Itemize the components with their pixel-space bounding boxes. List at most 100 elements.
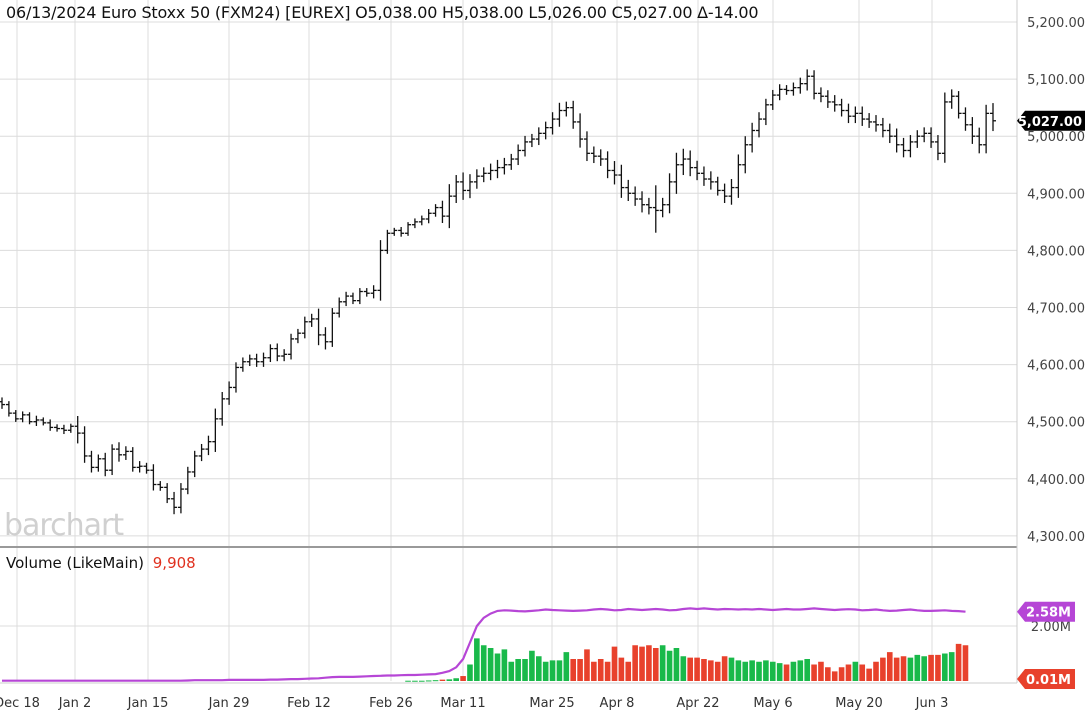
volume-bar (900, 656, 907, 681)
volume-bar (838, 667, 845, 681)
volume-bar (742, 661, 749, 681)
x-tick-label: Jun 3 (915, 696, 949, 711)
volume-bar (549, 660, 556, 681)
volume-bar (962, 645, 969, 681)
volume-bar (825, 667, 831, 681)
volume-bar (639, 646, 645, 681)
volume-bar (501, 649, 508, 681)
volume-bar (769, 661, 776, 681)
x-tick-label: May 20 (835, 696, 883, 711)
volume-bar (577, 659, 583, 681)
volume-bar (804, 659, 810, 681)
volume-average-badge-label: 2.58M (1026, 606, 1071, 621)
volume-bar (405, 680, 411, 682)
volume-bar (618, 657, 625, 681)
volume-bar (818, 661, 824, 681)
volume-bar (797, 660, 804, 681)
y-tick-label: 5,000.00 (1027, 130, 1085, 145)
volume-bar (625, 661, 632, 681)
volume-bar (604, 661, 611, 681)
volume-value: 9,908 (152, 554, 196, 572)
volume-header: Volume (LikeMain) 9,908 (6, 554, 196, 572)
x-tick-label: Mar 11 (440, 696, 485, 711)
volume-bar (652, 648, 659, 681)
volume-bar (611, 646, 618, 681)
volume-bar (694, 657, 700, 681)
volume-bar (556, 660, 563, 681)
y-tick-label: 5,200.00 (1027, 16, 1085, 31)
x-tick-label: Feb 12 (287, 696, 331, 711)
volume-bar (508, 661, 515, 681)
volume-bar (418, 680, 425, 682)
x-tick-label: Dec 18 (0, 696, 40, 711)
volume-bar (680, 656, 687, 681)
volume-bar (687, 657, 693, 681)
volume-bar (487, 648, 494, 681)
volume-bar (763, 660, 769, 681)
y-tick-label: 4,500.00 (1027, 416, 1085, 431)
y-tick-label: 5,100.00 (1027, 73, 1085, 88)
volume-bar (584, 649, 590, 681)
volume-bar (480, 645, 487, 681)
volume-bar (701, 659, 707, 681)
y-tick-label: 4,600.00 (1027, 359, 1085, 374)
y-tick-label: 4,400.00 (1027, 473, 1085, 488)
volume-bar (914, 654, 921, 681)
volume-bar (570, 659, 577, 681)
barchart-watermark: barchart (4, 508, 124, 543)
volume-bar (955, 643, 962, 681)
volume-bar (873, 661, 879, 681)
volume-bar (866, 668, 872, 681)
volume-bar (749, 660, 755, 681)
y-tick-label: 4,800.00 (1027, 244, 1085, 259)
volume-bar (542, 661, 549, 681)
volume-bar (432, 680, 439, 682)
last-price-badge-label: 5,027.00 (1018, 115, 1082, 130)
volume-bar (859, 664, 866, 681)
last-price-badge (1017, 110, 1085, 131)
volume-bar (935, 654, 941, 681)
y-tick-label: 4,300.00 (1027, 530, 1085, 545)
last-volume-badge (1017, 669, 1075, 689)
volume-bar (425, 680, 432, 682)
volume-bar (467, 664, 473, 681)
volume-bar (907, 657, 914, 681)
volume-bar (515, 659, 521, 681)
volume-bar (942, 653, 948, 681)
volume-bar (439, 679, 446, 681)
volume-bar (412, 680, 418, 682)
volume-bar (591, 661, 597, 681)
volume-bar (852, 661, 859, 681)
volume-y-tick-label: 2.00M (1031, 620, 1071, 635)
volume-bar (446, 679, 453, 681)
y-tick-label: 4,700.00 (1027, 302, 1085, 317)
volume-average-line (2, 607, 966, 682)
y-tick-label: 4,900.00 (1027, 187, 1085, 202)
volume-bar (790, 661, 797, 681)
volume-bar (673, 648, 680, 681)
volume-bar (529, 650, 535, 681)
volume-average-badge (1017, 601, 1075, 622)
volume-bar (708, 660, 714, 681)
volume-bar (886, 652, 893, 681)
volume-bar (453, 678, 460, 681)
volume-bar (522, 659, 528, 681)
volume-bar (831, 671, 838, 681)
volume-bar (597, 659, 604, 681)
volume-bar (721, 656, 728, 681)
volume-bar (735, 660, 742, 681)
x-tick-label: May 6 (753, 696, 792, 711)
volume-bar (948, 652, 955, 681)
chart-header: 06/13/2024 Euro Stoxx 50 (FXM24) [EUREX]… (6, 3, 759, 22)
volume-bar (921, 656, 927, 681)
volume-bar (880, 657, 886, 681)
volume-bar (632, 645, 638, 681)
volume-bar (893, 657, 900, 681)
volume-bar (666, 650, 673, 681)
volume-bar (460, 676, 466, 681)
volume-bar (563, 652, 570, 681)
x-tick-label: Jan 2 (58, 696, 91, 711)
volume-label: Volume (LikeMain) (6, 554, 144, 572)
